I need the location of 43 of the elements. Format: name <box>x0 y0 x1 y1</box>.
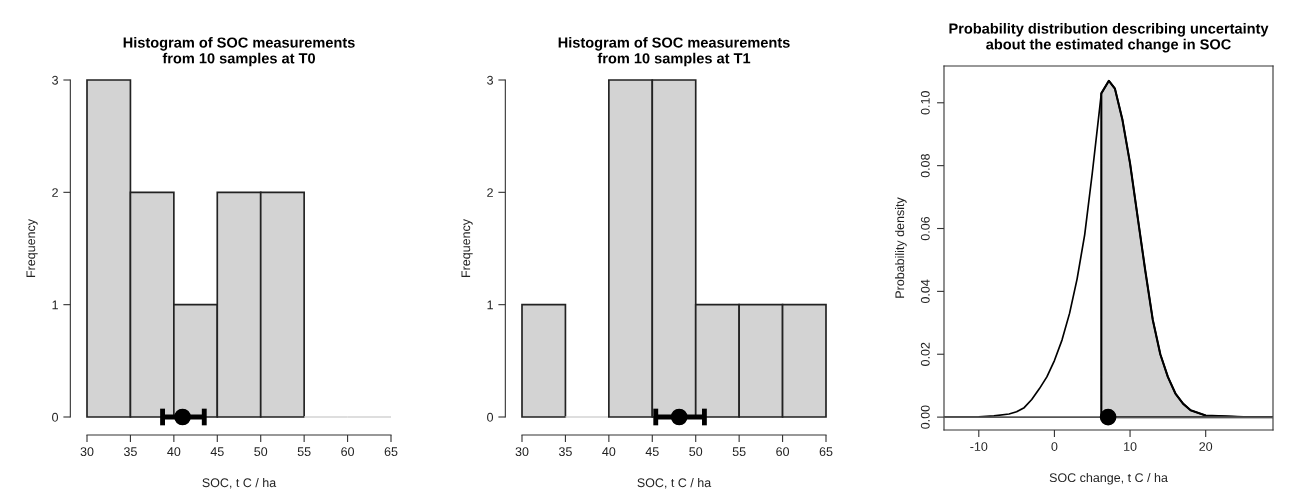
x-tick-label: 35 <box>123 447 137 457</box>
y-tick-label: 0.10 <box>920 91 930 115</box>
x-tick-label: 35 <box>558 447 572 457</box>
y-tick-label: 3 <box>52 75 58 85</box>
x-tick-label: 45 <box>210 447 224 457</box>
y-tick-label: 0 <box>52 412 59 422</box>
x-tick-label: 0 <box>1051 442 1058 451</box>
x-axis-title: SOC, t C / ha <box>637 477 712 489</box>
y-tick-label: 1 <box>52 300 58 310</box>
x-axis-title: SOC, t C / ha <box>202 477 277 489</box>
chart-title: Probability distribution describing uncertainty about the estimated change in SOC <box>949 22 1269 53</box>
x-tick-label: 50 <box>689 447 703 457</box>
x-tick-label: 55 <box>297 447 311 457</box>
x-tick-label: 30 <box>80 447 94 457</box>
x-tick-label: 45 <box>645 447 659 457</box>
x-tick-label: 65 <box>819 447 833 457</box>
x-tick-label: 20 <box>1199 442 1213 451</box>
x-tick-label: 40 <box>602 447 616 457</box>
x-tick-label: 40 <box>167 447 181 457</box>
y-axis-title: Probability density <box>895 197 907 298</box>
x-axis-title: SOC change, t C / ha <box>1049 472 1168 485</box>
y-tick-label: 0 <box>487 412 494 422</box>
y-tick-label: 1 <box>487 300 493 310</box>
x-tick-label: 10 <box>1124 442 1137 451</box>
y-tick-label: 0.04 <box>920 279 930 304</box>
x-tick-label: 60 <box>776 447 790 457</box>
chart-title: Histogram of SOC measurements from 10 samples at T1 <box>558 36 790 67</box>
y-tick-label: 0.08 <box>920 154 930 178</box>
x-tick-label: 30 <box>515 447 529 457</box>
chart-title: Histogram of SOC measurements from 10 samples at T0 <box>123 36 355 67</box>
x-tick-label: 50 <box>254 447 268 457</box>
x-tick-label: 55 <box>732 447 746 457</box>
y-tick-label: 0.06 <box>920 216 930 241</box>
x-tick-label: 65 <box>384 447 398 457</box>
x-tick-label: -10 <box>970 442 988 451</box>
y-axis-title: Frequency <box>461 218 473 277</box>
y-tick-label: 0.02 <box>920 342 930 366</box>
y-tick-label: 2 <box>487 188 493 197</box>
y-tick-label: 3 <box>487 75 493 85</box>
y-tick-label: 2 <box>52 188 58 197</box>
x-tick-label: 60 <box>341 447 355 457</box>
y-axis-title: Frequency <box>26 218 38 277</box>
y-tick-label: 0.00 <box>920 405 930 429</box>
